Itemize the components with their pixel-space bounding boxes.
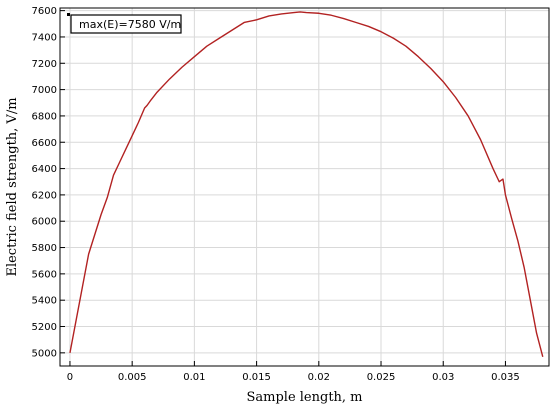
y-axis-title: Electric field strength, V/m [5, 97, 20, 276]
x-tick-label: 0.025 [367, 372, 396, 383]
grid [60, 8, 549, 366]
annotation-frame [70, 14, 182, 34]
annotation-text: max(E)=7580 V/m [79, 18, 181, 31]
y-tick-label: 6800 [32, 111, 57, 122]
y-tick-label: 5400 [32, 296, 57, 307]
y-tick-label: 6200 [32, 190, 57, 201]
y-tick-label: 5200 [32, 322, 57, 333]
axis-ticks: 0 0.005 0.01 0.015 0.02 0.025 0.03 0.035 5000 520… [32, 6, 520, 383]
x-tick-label: 0 [67, 372, 73, 383]
x-tick-label: 0.03 [432, 372, 454, 383]
series-line [69, 11, 544, 357]
x-tick-label: 0.035 [491, 372, 520, 383]
y-tick-label: 5800 [32, 243, 57, 254]
series-layer [67, 11, 544, 357]
y-tick-label: 6600 [32, 138, 57, 149]
x-tick-label: 0.015 [242, 372, 271, 383]
x-tick-label: 0.01 [183, 372, 205, 383]
y-tick-label: 7400 [32, 32, 57, 43]
plot-frame [59, 7, 550, 367]
y-tick-label: 5000 [32, 348, 57, 359]
y-tick-label: 6400 [32, 164, 57, 175]
x-tick-label: 0.005 [118, 372, 147, 383]
annotation-box: max(E)=7580 V/m [70, 14, 182, 34]
y-tick-label: 7200 [32, 59, 57, 70]
y-tick-label: 6000 [32, 217, 57, 228]
y-tick-label: 7600 [32, 6, 57, 17]
y-tick-label: 5600 [32, 269, 57, 280]
x-tick-label: 0.02 [308, 372, 330, 383]
x-axis-title: Sample length, m [246, 390, 362, 405]
corner-marker [67, 13, 70, 16]
y-tick-label: 7000 [32, 85, 57, 96]
